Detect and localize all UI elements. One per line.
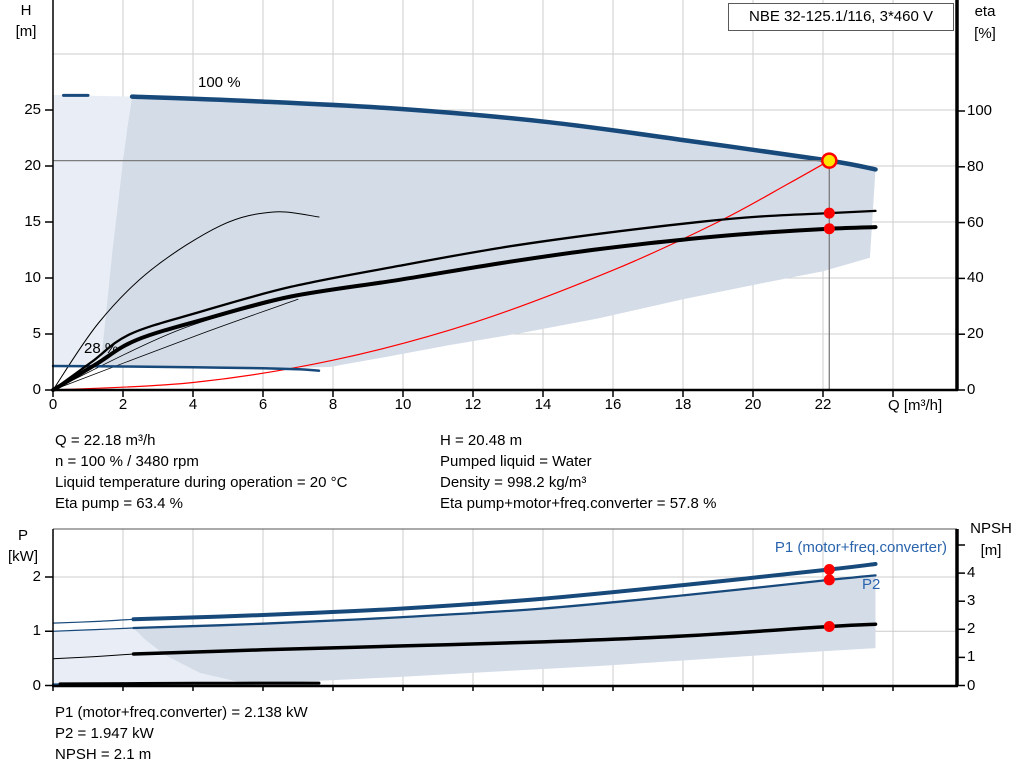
x-tick-label: 12 xyxy=(464,396,482,413)
x-tick-label: 18 xyxy=(674,396,692,413)
eta-arc-reduced-speed xyxy=(52,211,320,391)
pump-title-box: NBE 32-125.1/116, 3*460 V xyxy=(728,3,954,31)
p-min-segment xyxy=(58,681,321,686)
x-tick-label: 4 xyxy=(188,396,198,413)
right-tick-label: 40 xyxy=(967,269,984,287)
right-tick-label: 0 xyxy=(967,381,976,398)
p2-curve xyxy=(132,574,877,630)
h-axis-label: H xyxy=(20,2,32,19)
operating-point-dot xyxy=(823,620,835,632)
left-tick-label: 25 xyxy=(24,101,41,118)
p1-curve-label: P1 (motor+freq.converter) xyxy=(774,539,947,556)
duty-point-marker xyxy=(821,152,838,169)
duty-temp-line: Liquid temperature during operation = 20… xyxy=(55,474,348,491)
duty-density-line: Density = 998.2 kg/m³ xyxy=(440,474,587,491)
curve-100pct xyxy=(129,94,878,172)
left-tick-label: 10 xyxy=(24,269,41,286)
operating-point-dot xyxy=(823,223,835,235)
p2-curve-thin xyxy=(52,627,135,632)
npsh-value-line: NPSH = 2.1 m xyxy=(55,746,152,763)
duty-eta-pump-line: Eta pump = 63.4 % xyxy=(55,495,183,512)
npsh-axis-label: NPSH xyxy=(970,520,1012,537)
p1-curve-thin xyxy=(52,618,135,624)
duty-n-line: n = 100 % / 3480 rpm xyxy=(55,453,199,470)
npsh-curve-thin xyxy=(52,653,134,660)
speed-100-label: 100 % xyxy=(198,74,241,91)
left-tick-label: 20 xyxy=(24,157,41,174)
right-tick-label: 100 xyxy=(967,102,993,119)
left-tick-label: 2 xyxy=(32,568,41,585)
npsh-axis-unit: [m] xyxy=(980,542,1002,559)
operating-point-dot xyxy=(823,207,835,219)
h-axis-unit: [m] xyxy=(15,23,37,40)
x-tick-label: 20 xyxy=(744,396,762,413)
x-tick-label: 16 xyxy=(604,396,622,413)
duty-eta-total-line: Eta pump+motor+freq.converter = 57.8 % xyxy=(440,495,717,512)
eta-axis-unit: [%] xyxy=(974,25,996,42)
right-tick-label: 2 xyxy=(967,620,976,638)
p1-value-line: P1 (motor+freq.converter) = 2.138 kW xyxy=(55,704,308,721)
npsh-curve xyxy=(131,622,878,656)
pump-title: NBE 32-125.1/116, 3*460 V xyxy=(748,8,934,25)
envelope-light-power xyxy=(53,628,249,685)
curve-28pct xyxy=(51,364,321,372)
duty-point-text-right: H = 20.48 m Pumped liquid = Water Densit… xyxy=(440,430,716,514)
eta-axis-label: eta xyxy=(974,3,996,20)
p-axis-label: P xyxy=(17,527,28,544)
x-tick-label: 0 xyxy=(48,396,58,413)
speed-28-label: 28 % xyxy=(84,340,119,357)
power-text-block: P1 (motor+freq.converter) = 2.138 kW P2 … xyxy=(55,702,308,765)
eta-total-curve xyxy=(51,225,878,392)
fan-line-2 xyxy=(52,298,299,391)
right-tick-label: 0 xyxy=(967,676,976,694)
left-tick-label: 5 xyxy=(32,325,41,342)
duty-q-line: Q = 22.18 m³/h xyxy=(55,432,156,449)
right-tick-label: 1 xyxy=(967,648,976,666)
right-tick-label: 4 xyxy=(967,564,976,582)
right-tick-label: 60 xyxy=(967,213,984,231)
left-tick-label: 0 xyxy=(32,676,41,694)
system-curve xyxy=(52,160,830,391)
q-axis-label: Q [m³/h] xyxy=(888,397,943,414)
duty-h-line: H = 20.48 m xyxy=(440,432,523,449)
p2-value-line: P2 = 1.947 kW xyxy=(55,725,154,742)
left-tick-label: 15 xyxy=(24,213,41,230)
eta-pump-curve xyxy=(51,209,877,392)
duty-point-text-left: Q = 22.18 m³/h n = 100 % / 3480 rpm Liqu… xyxy=(55,430,347,514)
right-tick-label: 3 xyxy=(967,592,976,610)
x-tick-label: 2 xyxy=(118,396,128,413)
duty-liquid-line: Pumped liquid = Water xyxy=(440,453,592,470)
p2-curve-label: P2 xyxy=(862,576,881,593)
x-tick-label: 10 xyxy=(394,396,412,413)
operating-point-dot xyxy=(823,564,835,576)
envelope-light xyxy=(53,94,133,367)
envelope-power xyxy=(133,575,876,685)
p1-curve xyxy=(131,562,878,622)
p-axis-unit: [kW] xyxy=(8,548,38,565)
right-tick-label: 20 xyxy=(967,325,984,343)
x-tick-label: 14 xyxy=(534,396,552,413)
operating-point-dot xyxy=(823,574,835,586)
left-tick-label: 0 xyxy=(32,381,41,398)
x-tick-label: 8 xyxy=(328,396,338,413)
left-tick-label: 1 xyxy=(32,622,41,640)
right-tick-label: 80 xyxy=(967,157,984,175)
x-tick-label: 6 xyxy=(258,396,268,413)
x-tick-label: 22 xyxy=(814,396,832,413)
